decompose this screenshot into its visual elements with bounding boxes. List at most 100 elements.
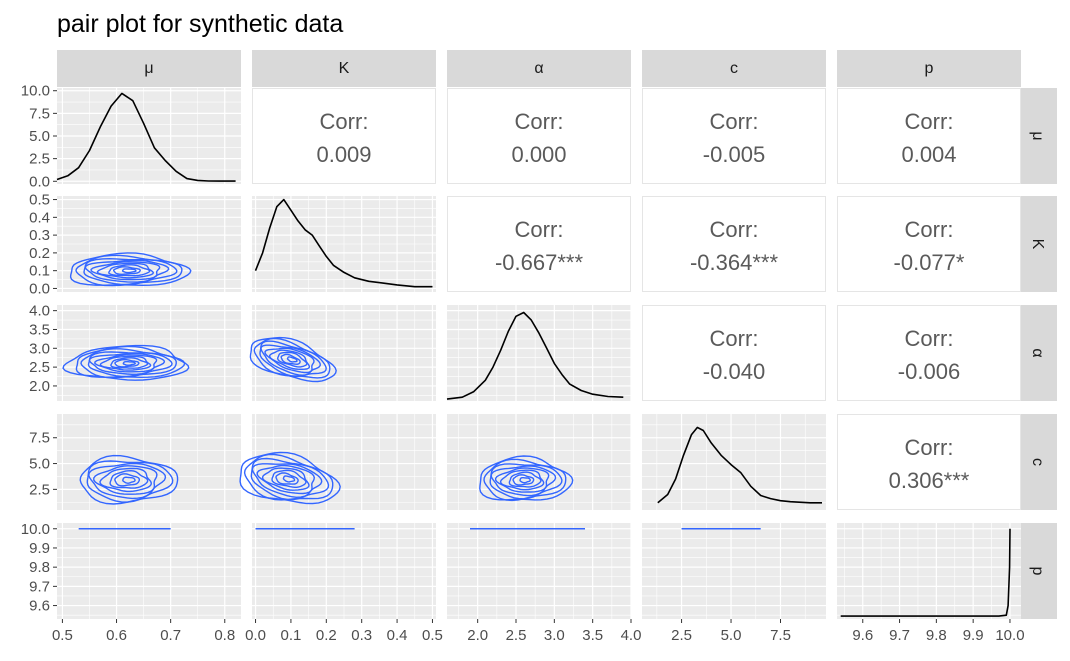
x-tick-label: 2.5 [671, 627, 692, 644]
panel [837, 523, 1021, 619]
row-strip-label: K [1029, 239, 1046, 250]
y-tick-label: 9.8 [29, 559, 50, 576]
corr-value: -0.006 [898, 359, 960, 384]
corr-label: Corr: [905, 109, 954, 134]
column-strip-label: K [339, 60, 350, 77]
contour-line [508, 471, 542, 488]
x-tick-label: 0.6 [106, 627, 127, 644]
x-tick-label: 10.0 [995, 627, 1024, 644]
contour-line [90, 260, 161, 281]
contour-line [261, 467, 310, 491]
density-curve [56, 92, 236, 182]
row-strip [1021, 196, 1057, 292]
row-strip [1021, 523, 1057, 619]
corr-panel-border [447, 88, 631, 184]
panel [57, 523, 241, 619]
x-tick-label: 0.3 [351, 627, 372, 644]
contour-line [483, 458, 567, 502]
density-curve [254, 198, 433, 288]
column-strip-label: μ [144, 60, 153, 77]
column-strip [57, 50, 241, 87]
x-tick-label: 0.7 [160, 627, 181, 644]
y-tick-label: 9.6 [29, 598, 50, 615]
corr-label: Corr: [320, 109, 369, 134]
y-tick-label: 0.4 [29, 209, 50, 226]
contour-line [114, 473, 140, 487]
y-tick-label: 2.5 [29, 151, 50, 168]
contour-line [75, 254, 183, 287]
corr-value: -0.077* [894, 250, 965, 275]
density-curve [840, 528, 1011, 617]
contour-line [99, 467, 153, 493]
column-strip-label: c [730, 60, 738, 77]
corr-panel: Corr: -0.364*** [642, 196, 826, 292]
corr-panel: Corr: -0.006 [837, 305, 1021, 401]
y-tick-label: 0.5 [29, 192, 50, 209]
corr-value: -0.005 [703, 142, 765, 167]
y-tick-label: 9.7 [29, 578, 50, 595]
panel [57, 414, 241, 510]
contour-line [121, 268, 137, 274]
column-strip-label: α [534, 60, 543, 77]
corr-panel-border [447, 196, 631, 292]
y-tick-label: 3.5 [29, 321, 50, 338]
corr-value: 0.306*** [889, 468, 970, 493]
corr-panel: Corr: 0.004 [837, 88, 1021, 184]
contour-line [264, 347, 315, 374]
row-strip [1021, 305, 1057, 401]
corr-label: Corr: [905, 326, 954, 351]
column-strip [447, 50, 631, 87]
corr-label: Corr: [710, 217, 759, 242]
contour-line [114, 358, 140, 368]
corr-panel-border [642, 88, 826, 184]
y-tick-label: 10.0 [21, 521, 50, 538]
corr-panel: Corr: 0.000 [447, 88, 631, 184]
corr-label: Corr: [515, 109, 564, 134]
corr-label: Corr: [905, 435, 954, 460]
y-tick-label: 5.0 [29, 456, 50, 473]
contour-line [479, 455, 574, 501]
panel [642, 414, 826, 510]
row-strip-label: α [1029, 348, 1046, 357]
contour-line [79, 454, 179, 505]
y-tick-label: 3.0 [29, 340, 50, 357]
contour-line [495, 467, 550, 493]
contour-line [62, 344, 190, 381]
corr-label: Corr: [710, 109, 759, 134]
contour-line [275, 472, 299, 485]
corr-value: -0.667*** [495, 250, 584, 275]
density-curve [446, 311, 624, 400]
corr-panel-border [837, 305, 1021, 401]
contour-line [94, 354, 158, 373]
y-tick-label: 0.0 [29, 280, 50, 297]
y-tick-label: 9.9 [29, 540, 50, 557]
panel-background [447, 523, 631, 619]
contour-line [286, 356, 298, 363]
x-tick-label: 2.0 [467, 627, 488, 644]
panel-background [447, 305, 631, 401]
contour-line [80, 348, 177, 379]
panel [57, 196, 241, 292]
contour-line [96, 262, 155, 279]
panel [239, 414, 436, 510]
x-tick-label: 0.5 [422, 627, 443, 644]
panel [56, 88, 241, 184]
corr-label: Corr: [905, 217, 954, 242]
x-tick-label: 0.2 [316, 627, 337, 644]
panel [252, 523, 436, 619]
x-tick-label: 3.5 [582, 627, 603, 644]
y-tick-label: 2.0 [29, 378, 50, 395]
x-tick-label: 2.5 [506, 627, 527, 644]
y-tick-label: 4.0 [29, 303, 50, 320]
corr-panel: Corr: -0.667*** [447, 196, 631, 292]
panel [447, 523, 632, 619]
corr-value: 0.009 [316, 142, 371, 167]
corr-panel: Corr: 0.306*** [837, 414, 1021, 510]
panel [252, 196, 436, 292]
x-tick-label: 0.8 [214, 627, 235, 644]
panel [642, 523, 826, 619]
contour-line [253, 337, 331, 379]
x-tick-label: 0.4 [387, 627, 408, 644]
contour-line [256, 464, 316, 495]
